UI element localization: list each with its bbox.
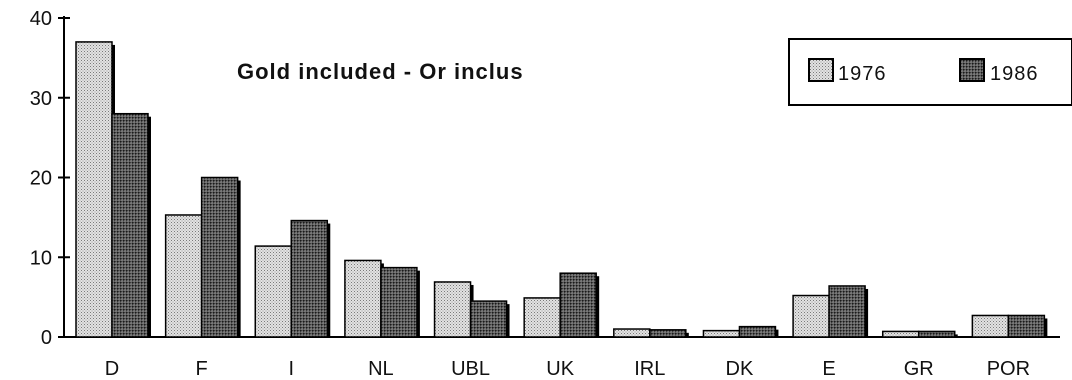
bar-e-1986 (828, 285, 866, 338)
legend-swatch-1986 (959, 58, 985, 82)
bar-irl-1976 (613, 328, 651, 338)
x-tick-label: POR (987, 358, 1030, 380)
bar-i-1976 (254, 245, 293, 338)
legend-label-1976: 1976 (838, 63, 887, 85)
y-tick-label: 10 (30, 247, 52, 269)
bar-d-1986 (111, 112, 149, 338)
chart-title: Gold included - Or inclus (237, 59, 524, 84)
bar-gr-1986 (917, 330, 956, 338)
bar-i-1986 (290, 219, 329, 338)
bar-f-1986 (200, 176, 239, 338)
bar-d-1976 (75, 41, 113, 338)
bar-f-1976 (164, 214, 203, 338)
x-tick-label: UBL (451, 358, 490, 380)
x-tick-label: D (105, 358, 119, 380)
y-tick-label: 40 (30, 8, 52, 30)
bar-dk-1976 (702, 329, 741, 338)
bar-uk-1976 (523, 297, 561, 338)
bar-por-1986 (1007, 314, 1046, 338)
bar-nl-1986 (380, 266, 418, 338)
legend-box (788, 38, 1072, 106)
x-tick-label: DK (726, 358, 754, 380)
x-tick-label: E (822, 358, 835, 380)
y-tick-label: 0 (41, 327, 52, 349)
x-tick-label: NL (368, 358, 394, 380)
bar-e-1976 (792, 294, 830, 338)
x-tick-label: F (196, 358, 208, 380)
bar-ubl-1986 (469, 300, 508, 338)
x-tick-label: GR (904, 358, 934, 380)
bar-uk-1986 (559, 272, 597, 338)
bar-irl-1986 (649, 329, 687, 338)
y-tick-label: 20 (30, 168, 52, 190)
y-tick-label: 30 (30, 88, 52, 110)
bar-dk-1986 (738, 325, 777, 338)
bar-nl-1976 (344, 259, 382, 338)
legend-label-1986: 1986 (990, 63, 1039, 85)
bar-ubl-1976 (433, 281, 472, 338)
x-tick-label: I (288, 358, 294, 380)
bar-por-1976 (971, 314, 1010, 338)
legend: 1976 1986 (788, 38, 1072, 106)
x-tick-label: IRL (634, 358, 665, 380)
x-tick-label: UK (546, 358, 574, 380)
bar-gr-1976 (881, 330, 920, 338)
legend-swatch-1976 (808, 58, 834, 82)
